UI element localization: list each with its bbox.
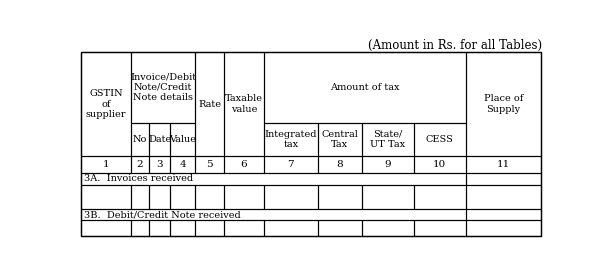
Bar [171,156,195,172]
Bar [362,156,414,172]
Bar [224,156,263,172]
Text: Value: Value [169,135,196,144]
Text: No: No [133,135,148,144]
Text: Invoice/Debit
Note/Credit
Note details: Invoice/Debit Note/Credit Note details [130,73,196,102]
Bar [224,221,263,236]
Text: 8: 8 [336,160,343,169]
Bar [318,156,362,172]
Bar [224,184,263,209]
Bar [263,184,318,209]
Bar [131,156,149,172]
Bar [81,184,131,209]
Bar [466,209,541,221]
Text: 3A.  Invoices received: 3A. Invoices received [84,174,194,183]
Bar [263,156,318,172]
Text: 1: 1 [103,160,109,169]
Bar [414,221,466,236]
Bar [414,156,466,172]
Bar [171,221,195,236]
Bar [195,184,224,209]
Bar [149,123,171,156]
Text: 4: 4 [180,160,186,169]
Bar [466,184,541,209]
Bar [362,184,414,209]
Bar [131,52,195,123]
Text: 9: 9 [385,160,391,169]
Bar [81,156,131,172]
Text: 5: 5 [206,160,213,169]
Text: 11: 11 [497,160,510,169]
Text: 7: 7 [288,160,294,169]
Text: 3: 3 [157,160,163,169]
Bar [131,123,149,156]
Bar [466,172,541,184]
Bar [318,123,362,156]
Text: Date: Date [148,135,171,144]
Bar [195,221,224,236]
Bar [224,52,263,156]
Bar [171,123,195,156]
Text: Integrated
tax: Integrated tax [265,130,317,149]
Bar [318,221,362,236]
Bar [263,123,318,156]
Bar [131,221,149,236]
Bar [466,52,541,156]
Text: Taxable
value: Taxable value [225,94,263,114]
Text: Place of
Supply: Place of Supply [484,94,523,114]
Bar [81,52,131,156]
Bar [466,156,541,172]
Bar [81,52,541,236]
Bar [131,184,149,209]
Bar [414,184,466,209]
Bar [263,52,466,123]
Text: State/
UT Tax: State/ UT Tax [370,130,405,149]
Bar [195,52,224,156]
Text: Central
Tax: Central Tax [321,130,358,149]
Text: 3B.  Debit/Credit Note received: 3B. Debit/Credit Note received [84,210,241,219]
Bar [195,156,224,172]
Text: 10: 10 [433,160,446,169]
Text: Amount of tax: Amount of tax [330,83,399,92]
Bar [362,123,414,156]
Text: 2: 2 [137,160,143,169]
Bar [414,123,466,156]
Bar [81,221,131,236]
Bar [171,184,195,209]
Bar [149,184,171,209]
Text: Rate: Rate [198,100,221,109]
Bar [263,221,318,236]
Bar [149,156,171,172]
Bar [81,209,466,221]
Bar [149,221,171,236]
Bar [318,184,362,209]
Text: 6: 6 [240,160,247,169]
Bar [362,221,414,236]
Text: GSTIN
of
supplier: GSTIN of supplier [86,89,126,119]
Bar [81,172,466,184]
Text: CESS: CESS [426,135,454,144]
Bar [466,221,541,236]
Text: (Amount in Rs. for all Tables): (Amount in Rs. for all Tables) [368,39,542,52]
